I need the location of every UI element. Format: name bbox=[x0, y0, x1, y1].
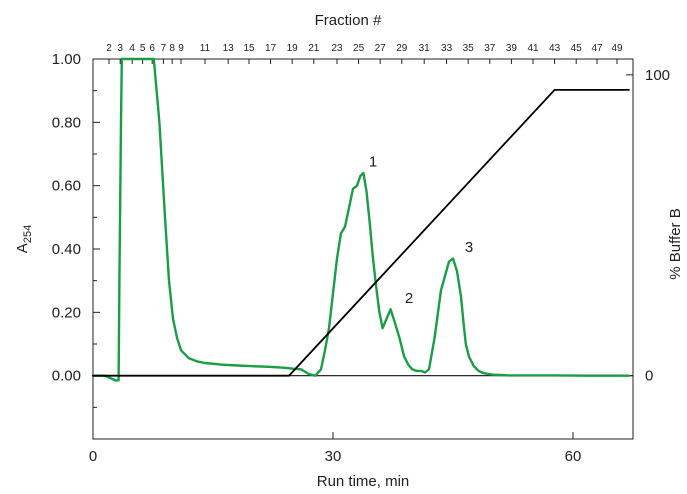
time-axis: Run time, min 0 30 60 bbox=[89, 432, 582, 490]
fraction-tick-label: 3 bbox=[117, 43, 123, 54]
fraction-tick-label: 19 bbox=[287, 43, 299, 54]
fraction-tick-label: 15 bbox=[243, 43, 255, 54]
fraction-tick-label: 41 bbox=[527, 43, 539, 54]
fraction-tick-label: 47 bbox=[591, 43, 603, 54]
fraction-tick-label: 39 bbox=[506, 43, 518, 54]
fraction-tick-label: 31 bbox=[419, 43, 431, 54]
fraction-tick-label: 4 bbox=[129, 43, 135, 54]
y-tick-label: 0.60 bbox=[52, 178, 81, 195]
plot-frame bbox=[92, 58, 634, 440]
fraction-tick-label: 25 bbox=[353, 43, 365, 54]
absorbance-axis-title-main: A bbox=[14, 243, 31, 253]
fraction-axis-title: Fraction # bbox=[315, 12, 382, 29]
peak-label-1: 1 bbox=[369, 154, 377, 171]
absorbance-axis: 0.00 0.20 0.40 0.60 0.80 1.00 bbox=[52, 51, 100, 408]
fraction-tick-label: 21 bbox=[308, 43, 320, 54]
y2-tick-label: 100 bbox=[645, 67, 670, 84]
y-tick-label: 0.40 bbox=[52, 241, 81, 258]
plot-border bbox=[92, 58, 634, 440]
absorbance-trace-line bbox=[91, 57, 631, 382]
fraction-tick-label: 49 bbox=[611, 43, 623, 54]
fraction-tick-label: 13 bbox=[223, 43, 235, 54]
y-tick-label: 0.20 bbox=[52, 304, 81, 321]
absorbance-axis-title-text: A254 bbox=[14, 225, 34, 253]
absorbance-axis-title: A254 bbox=[14, 225, 34, 253]
fraction-tick-label: 2 bbox=[106, 43, 112, 54]
x-tick-label: 0 bbox=[89, 448, 97, 465]
y2-tick-label: 0 bbox=[645, 368, 653, 385]
series-layer bbox=[91, 57, 631, 382]
peak-label-3: 3 bbox=[465, 239, 473, 256]
buffer-axis-title: % Buffer B bbox=[667, 208, 684, 279]
fraction-axis: Fraction # 2 3 4 5 6 7 8 9 11 13 15 17 19 21 23 25 27 29 3… bbox=[106, 12, 623, 64]
fraction-tick-label: 11 bbox=[200, 43, 211, 54]
fraction-tick-label: 37 bbox=[484, 43, 496, 54]
fraction-tick-label: 43 bbox=[549, 43, 561, 54]
y-tick-label: 1.00 bbox=[52, 51, 81, 68]
peak-labels: 1 2 3 bbox=[369, 154, 473, 307]
buffer-gradient-line bbox=[92, 89, 630, 377]
x-tick-label: 30 bbox=[325, 448, 342, 465]
fraction-tick-label: 5 bbox=[140, 43, 146, 54]
y-tick-label: 0.80 bbox=[52, 114, 81, 131]
fraction-tick-label: 17 bbox=[265, 43, 277, 54]
fraction-tick-label: 8 bbox=[169, 43, 175, 54]
y-tick-label: 0.00 bbox=[52, 368, 81, 385]
x-tick-label: 60 bbox=[565, 448, 582, 465]
fraction-tick-label: 33 bbox=[441, 43, 453, 54]
absorbance-axis-title-sub: 254 bbox=[22, 225, 34, 243]
peak-label-2: 2 bbox=[405, 290, 413, 307]
fraction-tick-label: 27 bbox=[375, 43, 387, 54]
fraction-tick-label: 35 bbox=[463, 43, 475, 54]
fraction-tick-label: 6 bbox=[149, 43, 155, 54]
fraction-tick-label: 29 bbox=[396, 43, 408, 54]
fraction-tick-label: 45 bbox=[571, 43, 583, 54]
fraction-tick-label: 9 bbox=[178, 43, 184, 54]
time-axis-title: Run time, min bbox=[317, 473, 410, 490]
fraction-tick-label: 23 bbox=[331, 43, 343, 54]
buffer-axis: % Buffer B 0 100 bbox=[626, 67, 684, 385]
fraction-tick-label: 7 bbox=[161, 43, 167, 54]
